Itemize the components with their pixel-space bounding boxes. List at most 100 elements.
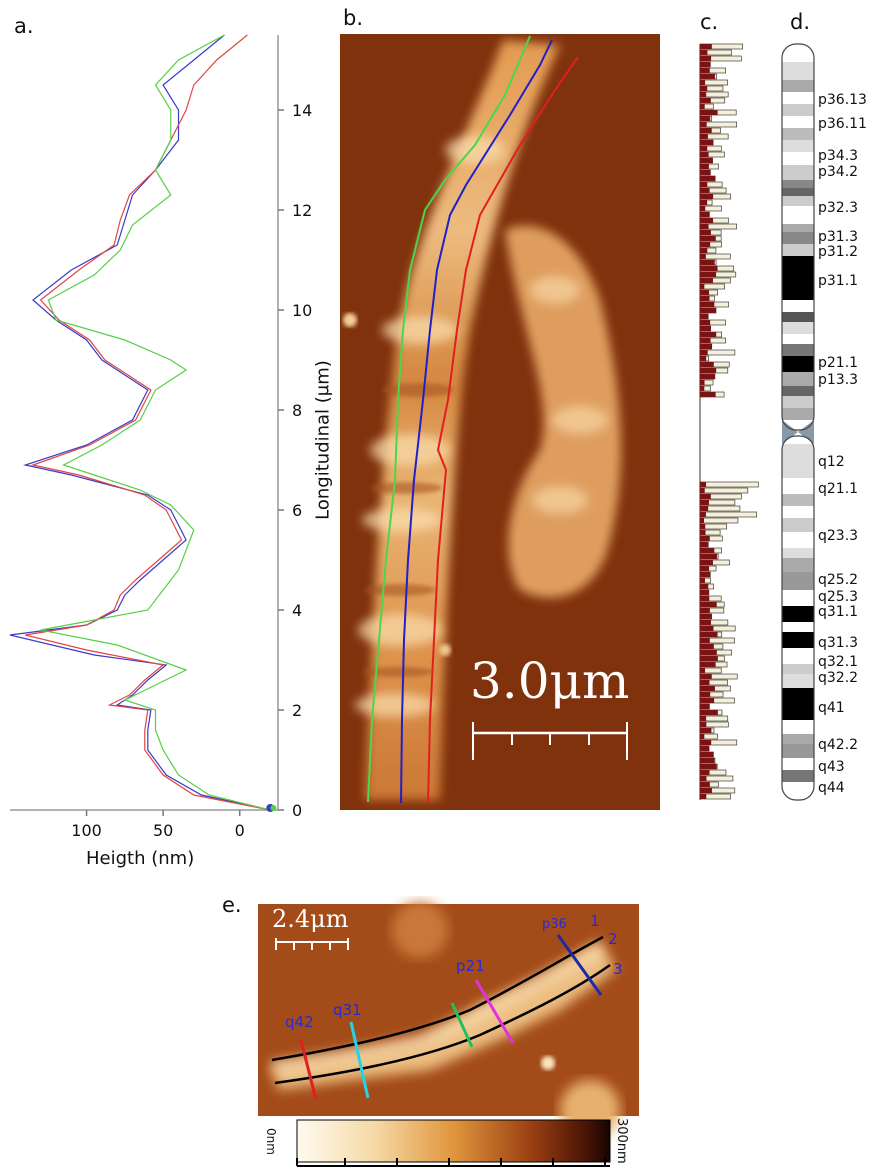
band-label-p31.2: p31.2	[818, 244, 859, 260]
band-label-p13.3: p13.3	[818, 372, 859, 388]
colorbar-max-label: 300nm	[614, 1118, 629, 1164]
band-label-q32.2: q32.2	[818, 670, 859, 686]
profile-bar-dark	[700, 296, 710, 301]
ideogram-band	[782, 744, 814, 758]
profile-bar-dark	[700, 500, 709, 505]
ideogram-band	[782, 92, 814, 104]
profile-bar-dark	[700, 548, 715, 553]
profile-bar-dark	[700, 104, 705, 109]
profile-bar-dark	[700, 746, 710, 751]
y-tick-label: 0	[292, 801, 302, 820]
profile-bar-dark	[700, 92, 707, 97]
ideogram-band	[782, 782, 814, 800]
profile-bar-dark	[700, 662, 716, 667]
profile-bar-dark	[700, 218, 714, 223]
profile-bar-dark	[700, 320, 711, 325]
profile-bar-dark	[700, 50, 708, 55]
profile-bar-dark	[700, 212, 710, 217]
ideogram-band	[782, 590, 814, 606]
profile-bar-dark	[700, 596, 710, 601]
ideogram-band	[782, 128, 814, 140]
marker-label-3: 3	[613, 960, 623, 978]
ideogram-band	[782, 558, 814, 572]
ideogram-band	[782, 506, 814, 518]
ideogram-band	[782, 300, 814, 312]
profile-bar-dark	[700, 530, 706, 535]
ideogram-band	[782, 518, 814, 532]
profile-bar-dark	[700, 350, 708, 355]
panel-label-e: e.	[222, 893, 242, 917]
ideogram-band	[782, 664, 814, 674]
ideogram-band	[782, 188, 814, 196]
profile-bar-dark	[700, 356, 707, 361]
y-tick-label: 8	[292, 401, 302, 420]
ideogram-band	[782, 648, 814, 664]
ideogram-band	[782, 478, 814, 494]
band-label-p34.2: p34.2	[818, 164, 859, 180]
profile-bar-dark	[700, 512, 706, 517]
profile-bar-dark	[700, 260, 715, 265]
profile-bar-dark	[700, 194, 714, 199]
q-arm-outline	[781, 435, 815, 801]
x-axis-label: Heigth (nm)	[86, 848, 195, 869]
ideogram-band	[782, 720, 814, 734]
profile-bar-dark	[700, 242, 711, 247]
ideogram-band	[782, 206, 814, 224]
ideogram-band	[782, 180, 814, 188]
profile-bar-dark	[700, 776, 707, 781]
profile-bar-dark	[700, 590, 709, 595]
band-label-p36.13: p36.13	[818, 92, 867, 108]
profile-bar-dark	[700, 704, 710, 709]
profile-bar-dark	[700, 110, 718, 115]
marker-q31	[349, 1021, 370, 1099]
p-arm-outline	[781, 43, 815, 431]
profile-bar-dark	[700, 752, 714, 757]
profile-bar-dark	[700, 584, 709, 589]
profile-bar-dark	[700, 740, 712, 745]
marker-q42	[299, 1039, 318, 1101]
band-label-p31.1: p31.1	[818, 273, 859, 289]
centromere	[782, 420, 814, 444]
profile-bar-dark	[700, 716, 707, 721]
profile-bar-dark	[700, 290, 710, 295]
profile-bar-dark	[700, 62, 711, 67]
profile-bar-dark	[700, 182, 708, 187]
band-label-p31.3: p31.3	[818, 229, 859, 245]
ideogram-band	[782, 140, 814, 152]
profile-bar-dark	[700, 248, 708, 253]
profile-bar-dark	[700, 578, 705, 583]
band-label-q43: q43	[818, 759, 845, 775]
profile-bar-dark	[700, 698, 715, 703]
colorbar	[296, 1119, 611, 1163]
band-label-q42.2: q42.2	[818, 737, 859, 753]
panel-label-b: b.	[343, 6, 364, 30]
profile-bar-dark	[700, 122, 707, 127]
profile-bar-dark	[700, 668, 706, 673]
profile-bar-dark	[700, 56, 712, 61]
profile-bar-dark	[700, 794, 707, 799]
ideogram-band	[782, 734, 814, 744]
origin-marker	[270, 805, 277, 811]
profile-bar-dark	[700, 68, 710, 73]
ideogram-band	[782, 396, 814, 408]
profile-bar-dark	[700, 572, 711, 577]
ideogram-band	[782, 622, 814, 632]
marker-p21	[474, 979, 515, 1044]
band-label-p32.3: p32.3	[818, 200, 859, 216]
profile-bar-dark	[700, 98, 711, 103]
band-label-p36.11: p36.11	[818, 116, 867, 132]
profile-bar-dark	[700, 236, 716, 241]
ideogram-band	[782, 606, 814, 622]
profile-bar-dark	[700, 506, 709, 511]
band-label-q23.3: q23.3	[818, 528, 859, 544]
profile-bar-dark	[700, 278, 713, 283]
profile-bar-dark	[700, 686, 715, 691]
profile-bar-dark	[700, 386, 705, 391]
profile-bar-dark	[700, 554, 718, 559]
profile-bar-dark	[700, 764, 717, 769]
profile-bar-dark	[700, 644, 714, 649]
ideogram-band	[782, 770, 814, 782]
ideogram-band	[782, 256, 814, 300]
band-label-q21.1: q21.1	[818, 481, 859, 497]
